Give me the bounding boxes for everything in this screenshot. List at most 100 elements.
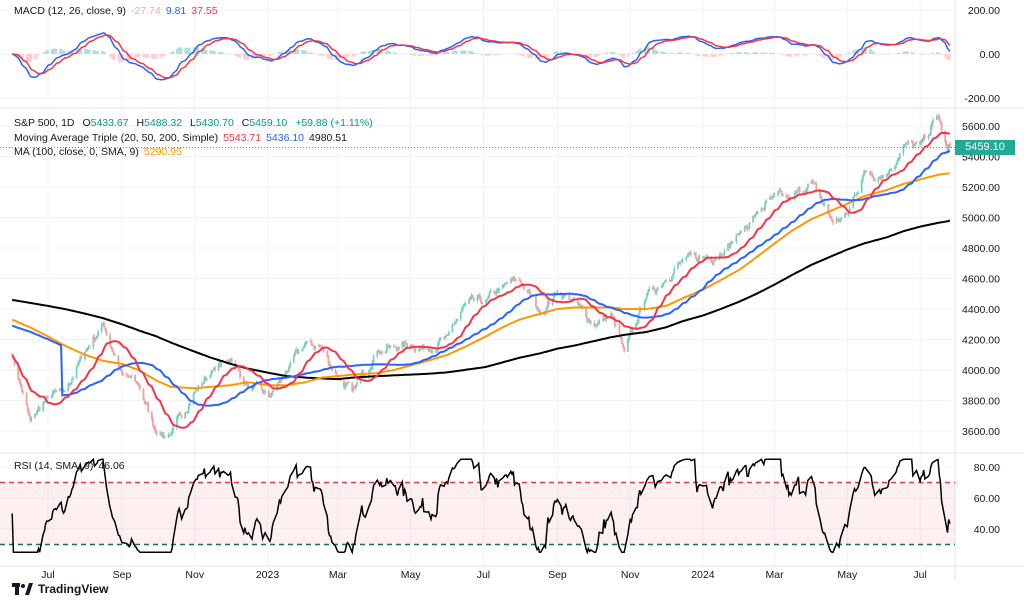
price-y-tick-label: 3600.00	[962, 426, 1000, 438]
ma100-legend[interactable]: MA (100, close, 0, SMA, 9) 5290.95	[14, 146, 187, 158]
candle-up	[626, 339, 629, 352]
macd-histogram-bar	[871, 50, 874, 54]
ma50-line	[11, 149, 951, 407]
candle-up	[598, 319, 601, 323]
candle-up	[712, 261, 715, 264]
ma20-value: 5543.71	[223, 132, 262, 144]
macd-histogram-bar	[267, 54, 270, 57]
macd-histogram-bar	[873, 53, 876, 54]
macd-histogram-bar	[452, 51, 455, 54]
candle-down	[38, 406, 41, 411]
macd-histogram-bar	[736, 52, 739, 54]
macd-histogram-bar	[720, 54, 722, 56]
candle-down	[854, 194, 857, 196]
candle-down	[523, 286, 525, 290]
macd-histogram-bar	[28, 54, 30, 62]
macd-histogram-bar	[88, 50, 91, 54]
macd-histogram-bar	[821, 54, 824, 58]
candle-up	[678, 263, 680, 264]
candle-up	[294, 352, 296, 356]
macd-histogram-bar	[218, 52, 221, 54]
macd-histogram-bar	[501, 54, 504, 55]
candle-down	[336, 376, 339, 379]
candle-up	[793, 193, 796, 199]
macd-histogram-bar	[547, 54, 549, 56]
candle-up	[369, 369, 372, 372]
candle-down	[261, 389, 264, 394]
macd-histogram-bar	[302, 50, 305, 54]
candle-up	[638, 307, 641, 314]
macd-histogram-bar	[822, 54, 825, 59]
candle-up	[51, 391, 54, 396]
macd-histogram-bar	[414, 54, 417, 57]
macd-legend[interactable]: MACD (12, 26, close, 9) -27.74 9.81 37.55	[14, 5, 223, 17]
low-label: L	[189, 117, 196, 129]
macd-histogram-bar	[272, 54, 275, 55]
macd-histogram-bar	[899, 52, 901, 54]
macd-histogram-bar	[51, 48, 54, 54]
candle-up	[220, 361, 222, 368]
candle-up	[756, 211, 759, 213]
candle-down	[405, 342, 407, 344]
candle-up	[860, 180, 863, 193]
macd-histogram-bar	[560, 51, 562, 54]
candle-up	[436, 350, 438, 352]
macd-histogram-bar	[387, 50, 389, 54]
candle-up	[172, 427, 175, 432]
macd-histogram-bar	[118, 54, 121, 62]
macd-histogram-bar	[768, 52, 771, 54]
macd-histogram-bar	[205, 49, 208, 54]
macd-histogram-bar	[20, 54, 23, 60]
macd-histogram-bar	[897, 52, 900, 54]
candle-up	[760, 208, 763, 212]
candle-up	[501, 285, 504, 288]
candle-down	[623, 346, 626, 352]
macd-histogram-bar	[765, 52, 767, 54]
candle-down	[396, 348, 399, 351]
candle-up	[489, 290, 492, 293]
candle-up	[881, 175, 883, 179]
ma-triple-legend[interactable]: Moving Average Triple (20, 50, 200, Simp…	[14, 132, 352, 144]
macd-histogram-bar	[130, 54, 133, 59]
macd-histogram-bar	[471, 51, 474, 54]
price-y-tick-label: 4600.00	[962, 274, 1000, 286]
candle-down	[669, 280, 672, 282]
candle-up	[886, 174, 889, 176]
macd-histogram-bar	[739, 52, 741, 54]
candle-down	[536, 306, 539, 310]
candle-down	[19, 381, 22, 386]
candle-up	[461, 308, 463, 312]
macd-histogram-bar	[306, 51, 308, 54]
macd-histogram-bar	[519, 54, 522, 56]
candle-down	[828, 212, 831, 216]
candle-down	[137, 384, 140, 386]
macd-histogram-bar	[561, 51, 563, 54]
candle-up	[305, 340, 308, 343]
price-legend[interactable]: S&P 500, 1D O5433.67 H5488.32 L5430.70 C…	[14, 117, 378, 129]
macd-histogram-bar	[137, 54, 140, 58]
macd-histogram-bar	[635, 51, 637, 54]
candle-down	[113, 353, 116, 356]
candle-down	[142, 388, 145, 400]
macd-histogram-bar	[180, 47, 183, 54]
candle-up	[680, 261, 683, 263]
macd-histogram-bar	[829, 54, 832, 60]
macd-histogram-bar	[420, 54, 423, 56]
macd-histogram-bar	[36, 54, 39, 58]
macd-histogram-bar	[636, 50, 639, 54]
candle-down	[494, 292, 497, 295]
macd-histogram-bar	[723, 54, 726, 55]
x-tick-label: Nov	[185, 569, 204, 581]
candle-up	[698, 256, 701, 259]
candle-down	[529, 290, 531, 296]
macd-histogram-bar	[612, 52, 615, 54]
candle-down	[26, 405, 29, 411]
macd-histogram-bar	[389, 51, 392, 54]
rsi-legend[interactable]: RSI (14, SMA, 9) 46.06	[14, 460, 130, 472]
macd-histogram-bar	[344, 54, 346, 60]
candle-down	[506, 282, 509, 284]
tradingview-logo[interactable]: TradingView	[12, 582, 108, 596]
candle-down	[322, 348, 325, 352]
macd-histogram-bar	[364, 51, 367, 54]
